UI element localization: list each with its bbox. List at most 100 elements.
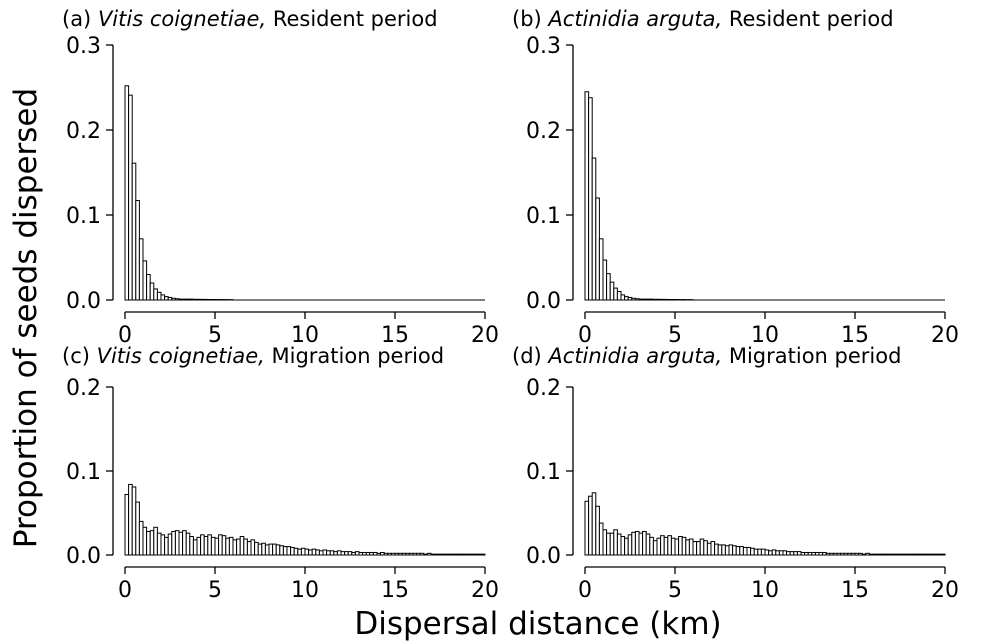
histogram-bar-a (192, 298, 198, 301)
x-tick-label-b: 5 (668, 323, 682, 348)
histogram-bar-a (149, 282, 155, 301)
histogram-bar-d (930, 553, 935, 556)
histogram-bar-b (631, 297, 636, 301)
histogram-bar-c (214, 537, 220, 556)
histogram-bar-c (135, 501, 140, 556)
histogram-bar-c (138, 520, 144, 556)
histogram-bar-d (865, 552, 870, 556)
panels: (a) Vitis coignetiae, Resident period 0.0… (62, 7, 959, 603)
histogram-bar-b (591, 157, 597, 301)
histogram-bar-d (926, 553, 932, 556)
histogram-bar-c (459, 553, 464, 556)
histogram-bar-d (786, 551, 791, 556)
histogram-bar-d (732, 545, 737, 556)
histogram-bar-b (613, 287, 618, 301)
histogram-bar-c (452, 553, 457, 556)
histogram-bar-c (146, 530, 151, 556)
histogram-bar-d (670, 537, 676, 556)
histogram-bar-d (699, 538, 705, 556)
species-name-d: Actinidia arguta, (546, 344, 722, 368)
histogram-bar-c (365, 551, 371, 556)
histogram-bar-d (876, 553, 881, 556)
histogram-bar-d (886, 553, 892, 556)
histogram-bar-c (131, 486, 137, 556)
histogram-bar-c (279, 545, 284, 556)
histogram-bar-d (627, 534, 633, 556)
histogram-bar-b (645, 298, 651, 301)
histogram-bar-d (656, 537, 662, 556)
histogram-bar-b (627, 296, 633, 301)
x-tick-label-d: 20 (931, 578, 959, 603)
histogram-bar-c (311, 548, 317, 556)
histogram-bar-c (272, 543, 277, 556)
histogram-bar-d (829, 552, 834, 556)
histogram-bar-b (670, 298, 676, 301)
histogram-bar-c (455, 553, 461, 556)
histogram-bar-c (160, 534, 166, 556)
histogram-bar-c (171, 530, 176, 556)
histogram-bar-b (584, 91, 590, 301)
histogram-bar-d (901, 553, 906, 556)
histogram-bar-c (174, 530, 180, 556)
panel-a: (a) Vitis coignetiae, Resident period 0.0… (62, 7, 499, 348)
histogram-bar-b (588, 97, 593, 301)
histogram-bar-d (649, 536, 654, 556)
histogram-bar-b (602, 259, 608, 301)
histogram-bar-d (739, 546, 744, 556)
histogram-bar-b (606, 273, 611, 301)
histogram-bar-a (146, 274, 151, 301)
histogram-bar-d (883, 553, 888, 556)
panel-title-d: (d) Actinidia arguta, Migration period (512, 344, 901, 368)
x-tick-label-c: 0 (118, 578, 132, 603)
histogram-bar-c (293, 547, 299, 556)
histogram-bar-d (814, 551, 820, 556)
histogram-bar-c (358, 551, 364, 556)
histogram-bar-c (329, 550, 335, 556)
y-tick-label-a: 0.3 (66, 34, 101, 59)
y-tick-label-a: 0.2 (66, 119, 101, 144)
x-tick-label-c: 20 (471, 578, 499, 603)
histogram-bar-c (308, 549, 313, 556)
histogram-bar-c (351, 551, 356, 556)
histogram-bar-c (149, 530, 155, 556)
histogram-bar-c (376, 552, 382, 556)
histogram-bar-b (652, 298, 658, 301)
histogram-bar-d (807, 551, 813, 556)
panel-d: (d) Actinidia arguta, Migration period 0.… (512, 344, 959, 603)
histogram-bar-a (171, 297, 176, 301)
panel-label-d: (d) (512, 344, 548, 368)
histogram-bar-d (836, 552, 842, 556)
y-tick-label-c: 0.1 (66, 460, 101, 485)
histogram-bar-d (832, 552, 838, 556)
histogram-bar-d (894, 553, 899, 556)
histogram-bar-c (448, 553, 454, 556)
histogram-bar-c (164, 536, 169, 556)
histogram-bar-c (142, 526, 148, 556)
histogram-bar-c (189, 536, 194, 556)
histogram-bar-c (207, 534, 212, 556)
x-axis-title: Dispersal distance (km) (354, 606, 721, 642)
x-tick-label-a: 10 (291, 323, 319, 348)
histogram-bar-d (667, 535, 672, 556)
y-tick-label-c: 0.0 (66, 544, 101, 569)
histogram-bar-d (638, 532, 644, 556)
histogram-bar-d (764, 549, 770, 556)
histogram-bar-d (904, 553, 910, 556)
histogram-bar-c (333, 551, 338, 556)
histogram-bar-d (674, 538, 680, 556)
panel-title-b: (b) Actinidia arguta, Resident period (512, 7, 894, 31)
histogram-bar-c (254, 541, 259, 556)
histogram-bar-d (811, 551, 816, 556)
histogram-bar-d (854, 552, 860, 556)
histogram-bar-c (477, 553, 482, 556)
histogram-bar-c (369, 551, 374, 556)
histogram-bar-c (401, 552, 407, 556)
histogram-bar-c (156, 532, 162, 556)
histogram-bar-c (426, 552, 432, 556)
x-tick-label-d: 15 (841, 578, 869, 603)
histogram-bar-d (922, 553, 928, 556)
histogram-bar-d (624, 537, 629, 556)
histogram-bar-d (645, 533, 651, 556)
histogram-bar-c (390, 552, 396, 556)
histogram-bar-c (326, 550, 331, 556)
